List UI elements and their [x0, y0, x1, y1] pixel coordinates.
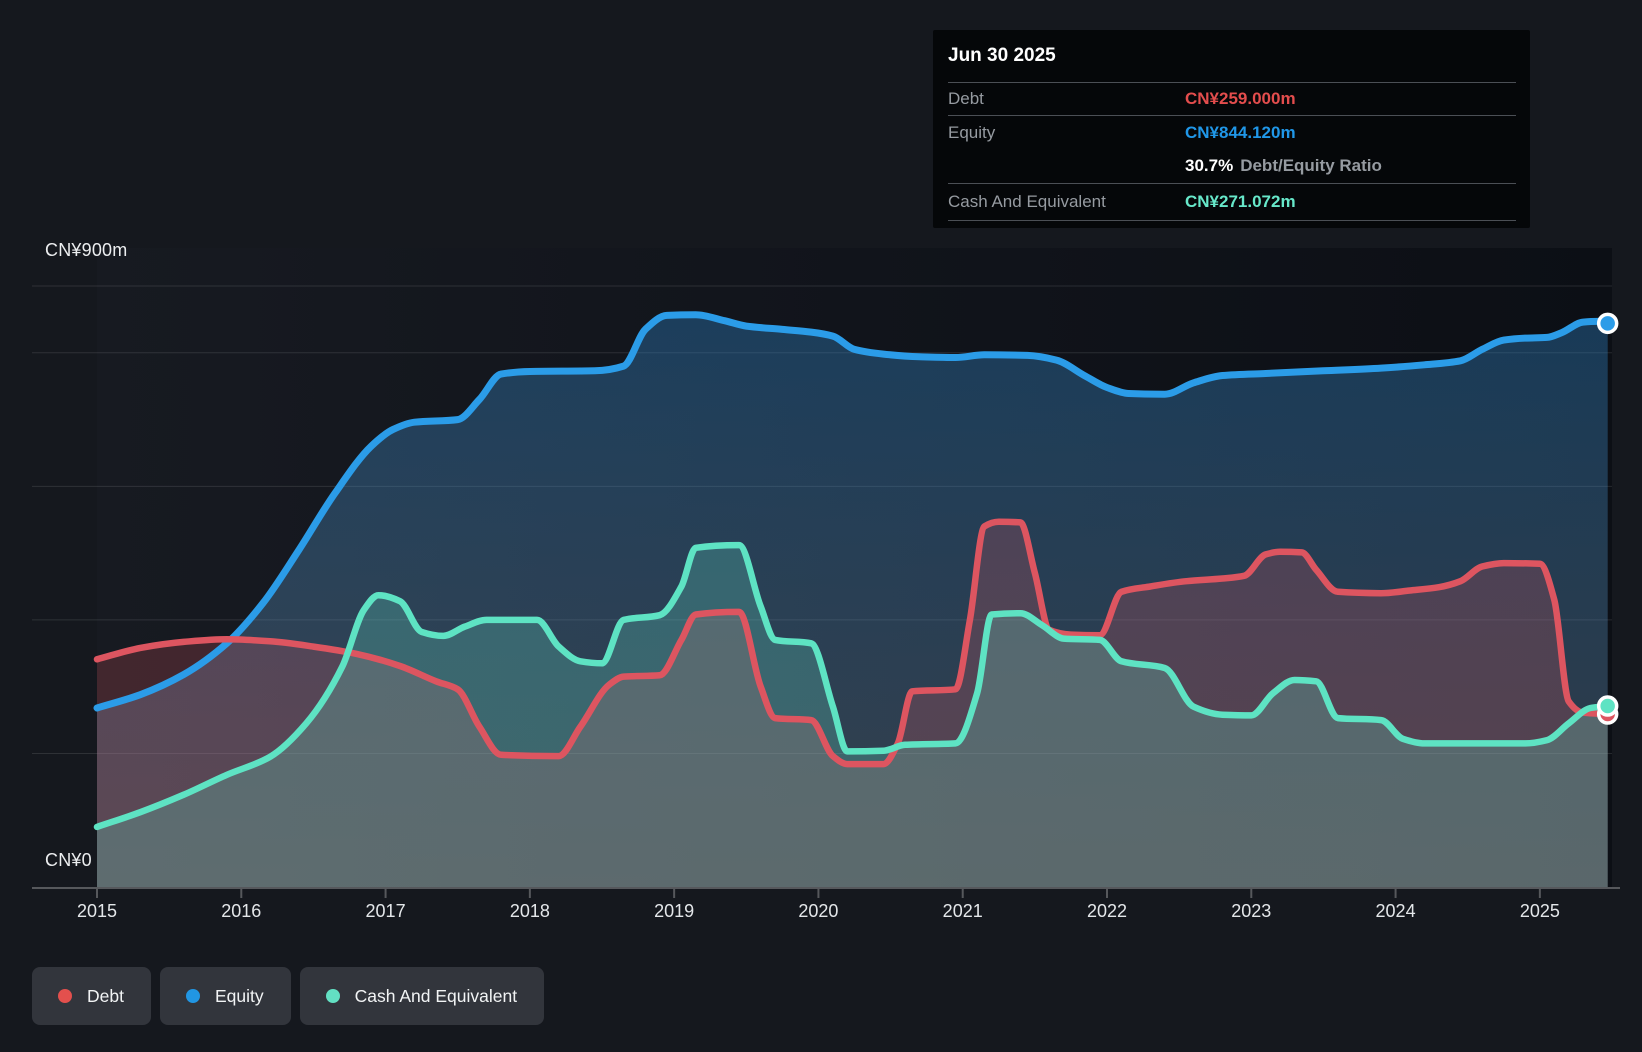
- tooltip-ratio-label: Debt/Equity Ratio: [1240, 156, 1382, 175]
- date-tooltip: Jun 30 2025 Debt CN¥259.000m Equity CN¥8…: [933, 30, 1530, 228]
- cash-color-dot-icon: [325, 989, 340, 1003]
- tooltip-ratio-value: 30.7%: [1185, 156, 1234, 175]
- y-axis-max-label: CN¥900m: [45, 240, 128, 260]
- legend: Debt Equity Cash And Equivalent: [32, 967, 545, 1025]
- tooltip-equity-label: Equity: [948, 122, 996, 142]
- tooltip-cash-value: CN¥271.072m: [1185, 192, 1296, 211]
- equity-end-marker: [1596, 312, 1619, 335]
- tooltip-debt-label: Debt: [948, 89, 984, 108]
- debt-color-dot-icon: [58, 989, 72, 1003]
- tooltip-row-debt: Debt CN¥259.000m: [948, 82, 1516, 115]
- legend-cash-label: Cash And Equivalent: [354, 985, 518, 1006]
- equity-line: [93, 311, 1612, 712]
- legend-item-equity[interactable]: Equity: [159, 967, 291, 1025]
- legend-equity-label: Equity: [214, 985, 264, 1006]
- legend-item-cash[interactable]: Cash And Equivalent: [299, 967, 545, 1025]
- cash-and-equivalent-area: [97, 545, 1608, 887]
- tooltip-cash-label: Cash And Equivalent: [948, 192, 1106, 211]
- equity-area: [97, 314, 1608, 887]
- debt-area: [97, 521, 1608, 887]
- tooltip-debt-value: CN¥259.000m: [1185, 89, 1296, 108]
- tooltip-row-cash: Cash And Equivalent CN¥271.072m: [948, 183, 1516, 221]
- cash-and-equivalent-line: [93, 541, 1611, 831]
- cash-and-equivalent-end-marker: [1596, 695, 1619, 717]
- tooltip-row-equity: Equity CN¥844.120m: [948, 115, 1516, 149]
- y-axis-zero-label: CN¥0: [45, 850, 92, 870]
- debt-line: [93, 518, 1611, 768]
- legend-item-debt[interactable]: Debt: [32, 967, 151, 1025]
- tooltip-row-ratio: 30.7% Debt/Equity Ratio: [948, 149, 1516, 183]
- tooltip-date: Jun 30 2025: [948, 45, 1056, 66]
- tooltip-equity-value: CN¥844.120m: [1185, 122, 1296, 142]
- legend-debt-label: Debt: [87, 985, 124, 1006]
- equity-color-dot-icon: [185, 989, 200, 1003]
